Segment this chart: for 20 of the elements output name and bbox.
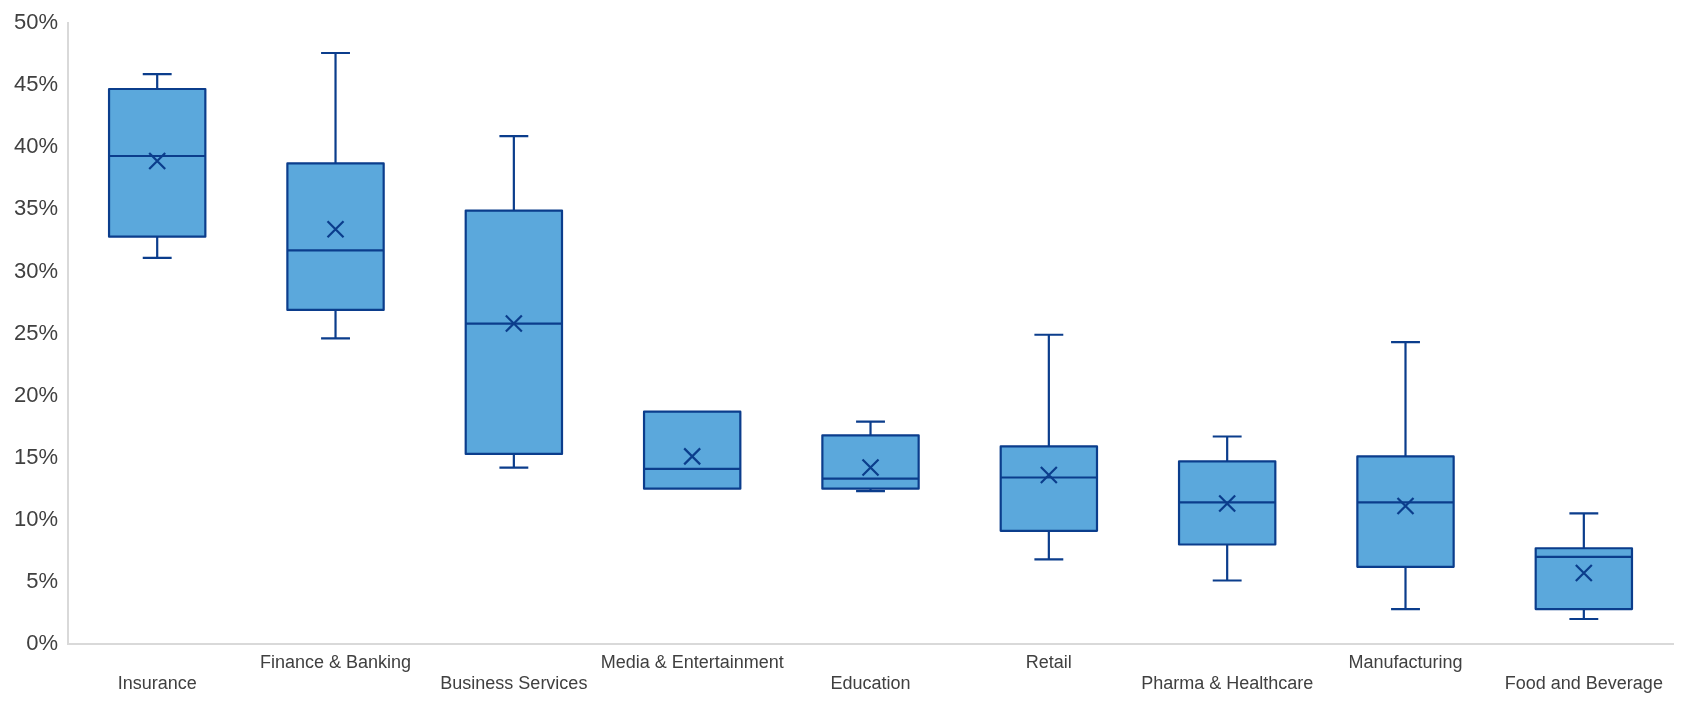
- x-tick-label: Education: [830, 673, 911, 694]
- y-tick-label: 5%: [26, 567, 59, 593]
- y-tick-label: 0%: [26, 629, 59, 655]
- y-tick-label: 50%: [13, 9, 59, 35]
- y-tick-label: 20%: [13, 381, 59, 407]
- x-tick-label: Manufacturing: [1348, 651, 1463, 672]
- x-tick-label: Pharma & Healthcare: [1141, 673, 1314, 694]
- x-tick-label: Food and Beverage: [1504, 673, 1663, 694]
- y-tick-label: 35%: [13, 195, 59, 221]
- y-tick-label: 30%: [13, 257, 59, 283]
- x-tick-label: Insurance: [117, 673, 197, 694]
- y-tick-label: 15%: [13, 443, 59, 469]
- y-tick-label: 25%: [13, 319, 59, 345]
- x-tick-label: Retail: [1025, 651, 1072, 672]
- x-tick-label: Finance & Banking: [259, 651, 412, 672]
- y-tick-label: 40%: [13, 133, 59, 159]
- x-tick-label: Media & Entertainment: [600, 651, 784, 672]
- y-tick-label: 10%: [13, 505, 59, 531]
- x-tick-label: Business Services: [440, 673, 588, 694]
- y-tick-label: 45%: [13, 71, 59, 97]
